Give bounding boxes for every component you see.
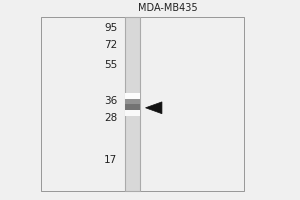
Polygon shape — [146, 102, 162, 114]
Bar — [41, 17, 244, 191]
Text: 95: 95 — [104, 23, 117, 33]
Text: 17: 17 — [104, 155, 117, 165]
Text: MDA-MB435: MDA-MB435 — [138, 3, 198, 13]
Bar — [124, 98, 140, 104]
Bar — [124, 17, 140, 191]
Bar — [124, 110, 140, 116]
Bar — [124, 93, 140, 99]
Text: 72: 72 — [104, 40, 117, 50]
Text: 55: 55 — [104, 60, 117, 70]
Text: 28: 28 — [104, 113, 117, 123]
Bar — [124, 104, 140, 110]
Text: 36: 36 — [104, 96, 117, 106]
